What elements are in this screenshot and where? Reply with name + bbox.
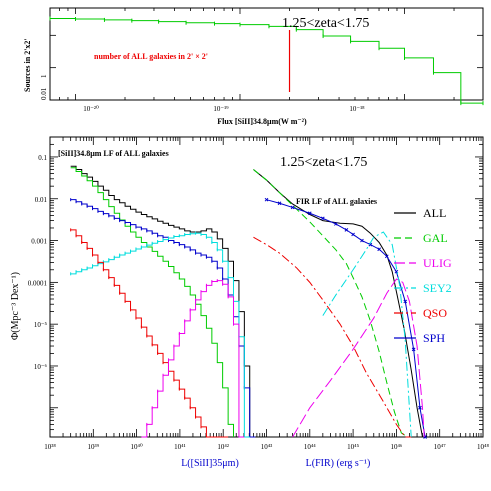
y-tick-label: 0.01 (35, 196, 48, 204)
bottom-series-layer (70, 165, 427, 439)
fir-label: FIR LF of ALL galaxies (296, 197, 377, 206)
step-series-ulig (141, 280, 245, 438)
legend: ALL GAL ULIG SEY2 QSO SPH (394, 206, 452, 345)
fir-point-sph (423, 435, 427, 439)
x-tick-label: 10⁴¹ (174, 443, 186, 451)
y-tick-label: 10⁻⁶ (34, 363, 48, 371)
threshold-label: number of ALL galaxies in 2' × 2' (94, 52, 208, 61)
x-tick-label: 10⁴² (217, 443, 229, 451)
fir-point-sph (307, 211, 312, 216)
x-tick-label: 10³⁸ (44, 443, 56, 451)
step-series-gal (70, 167, 235, 437)
bottom-ticks: 10³⁸ 10³⁹ 10⁴⁰ 10⁴¹ 10⁴² 10⁴³ 10⁴⁴ 10⁴⁵ 10⁴⁶ 10⁴⁷… (28, 137, 489, 451)
top-xtick-label: 10⁻¹⁹ (213, 105, 229, 113)
legend-label-sph: SPH (423, 331, 445, 345)
x-tick-label: 10⁴⁴ (304, 443, 316, 451)
fir-point-sph (403, 299, 408, 304)
legend-label-qso: QSO (423, 306, 447, 320)
fir-point-sph (264, 197, 269, 202)
fir-point-sph (344, 228, 349, 232)
fir-point-sph (334, 222, 338, 226)
top-panel: number of ALL galaxies in 2' × 2' 1.25<z… (23, 7, 484, 126)
bottom-annotation: 1.25<zeta<1.75 (280, 155, 367, 170)
fir-curve-sey2 (322, 231, 412, 438)
bottom-ylabel: Φ(Mpc⁻³ Dex⁻¹) (10, 272, 21, 340)
step-series-sey2 (70, 232, 250, 438)
top-ytick-label-low: 0.01 (40, 87, 48, 100)
fir-point-sph (277, 201, 282, 206)
y-tick-label: 0.001 (31, 238, 47, 246)
top-xtick-label: 10⁻¹⁸ (349, 105, 365, 113)
top-curve-layer (49, 16, 484, 106)
step-series-qso (70, 229, 229, 438)
fir-point-sph (360, 238, 364, 243)
fir-curve-all (253, 169, 426, 438)
fir-point-sph (384, 254, 389, 259)
bottom-title: [SiII]34.8μm LF of ALL galaxies (58, 149, 169, 158)
fir-point-sph (320, 216, 325, 221)
fir-point-sph (290, 205, 295, 210)
fir-point-sph (394, 269, 399, 274)
legend-label-all: ALL (423, 206, 446, 220)
fir-curve-ulig (292, 278, 425, 438)
x-tick-label: 10⁴⁷ (434, 443, 446, 451)
fir-point-sph (351, 232, 355, 237)
fir-curve-sph (266, 199, 426, 438)
top-plot-frame (49, 7, 484, 101)
legend-label-gal: GAL (423, 231, 448, 245)
fir-curve-gal (253, 169, 408, 438)
y-tick-label: 0.1 (38, 154, 47, 162)
x-tick-label: 10⁴⁶ (390, 443, 402, 451)
fir-point-sph (377, 247, 382, 252)
x-tick-label: 10⁴⁵ (347, 443, 359, 451)
y-tick-label: 10⁻⁵ (34, 321, 48, 329)
bottom-panel: 10³⁸ 10³⁹ 10⁴⁰ 10⁴¹ 10⁴² 10⁴³ 10⁴⁴ 10⁴⁵ 10⁴⁶ 10⁴⁷… (10, 136, 489, 469)
legend-label-ulig: ULIG (423, 256, 452, 270)
legend-label-sey2: SEY2 (423, 281, 452, 295)
y-tick-label: 0.0001 (28, 279, 48, 287)
x-tick-label: 10⁴⁰ (130, 443, 142, 451)
top-xtick-label: 10⁻²⁰ (83, 105, 99, 113)
top-annotation: 1.25<zeta<1.75 (282, 16, 369, 31)
top-ytick-label-high: 1 (40, 74, 48, 78)
step-series-sph (70, 199, 256, 438)
fir-curve-qso (253, 236, 412, 438)
top-ticks (50, 8, 483, 101)
xlabel-fir: L(FIR) (erg s⁻¹) (306, 458, 371, 469)
x-tick-label: 10⁴⁸ (477, 443, 489, 451)
fir-point-sph (411, 347, 416, 352)
top-xlabel: Flux [SiII]34.8μm(W m⁻²) (217, 117, 307, 126)
x-tick-label: 10⁴³ (261, 443, 273, 451)
fir-point-sph (418, 405, 422, 410)
step-series-all (70, 165, 256, 438)
top-ylabel: Sources in 2'x2' (23, 38, 32, 92)
x-tick-label: 10³⁹ (88, 443, 100, 451)
fir-point-sph (368, 242, 373, 247)
xlabel-siii: L([SiII]35μm) (181, 458, 239, 469)
